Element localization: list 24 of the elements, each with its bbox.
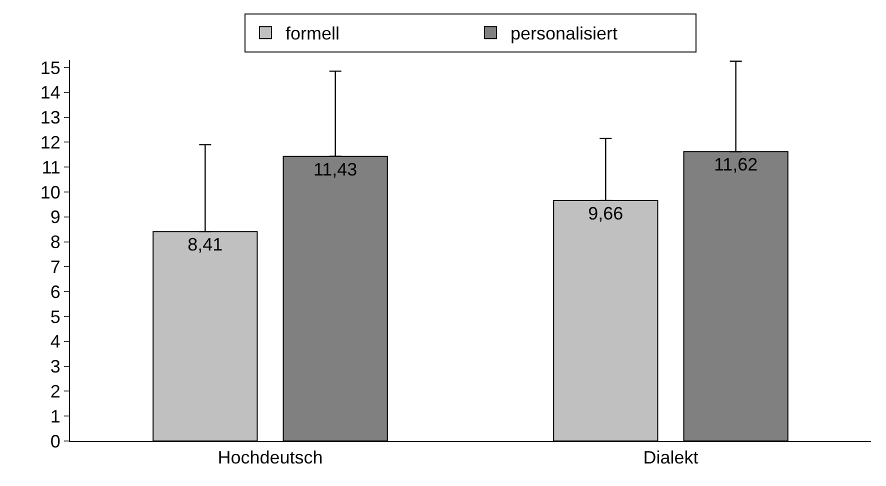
x-tick-label: Hochdeutsch — [218, 448, 323, 468]
data-label: 8,41 — [188, 234, 223, 255]
y-tick-label: 14 — [40, 82, 60, 103]
data-label: 9,66 — [588, 203, 624, 224]
y-tick-label: 0 — [50, 431, 60, 452]
y-tick-label: 12 — [40, 132, 60, 152]
legend-label: formell — [286, 24, 340, 44]
y-tick-label: 7 — [50, 256, 60, 277]
y-tick-label: 8 — [50, 232, 60, 252]
y-tick-label: 6 — [50, 282, 60, 302]
y-tick-label: 3 — [50, 356, 60, 377]
y-tick-label: 11 — [42, 157, 60, 178]
y-tick-label: 9 — [50, 207, 60, 228]
y-tick-label: 2 — [50, 382, 60, 402]
y-tick-label: 15 — [40, 58, 60, 78]
data-label: 11,43 — [313, 159, 358, 180]
legend-label: personalisiert — [510, 24, 618, 44]
y-tick-label: 13 — [40, 108, 60, 128]
y-tick-label: 5 — [50, 306, 60, 327]
y-tick-label: 1 — [50, 406, 60, 426]
data-label: 11,62 — [714, 154, 758, 175]
y-tick-label: 4 — [50, 332, 60, 352]
x-tick-label: Dialekt — [643, 448, 698, 468]
y-tick-label: 10 — [40, 182, 60, 202]
